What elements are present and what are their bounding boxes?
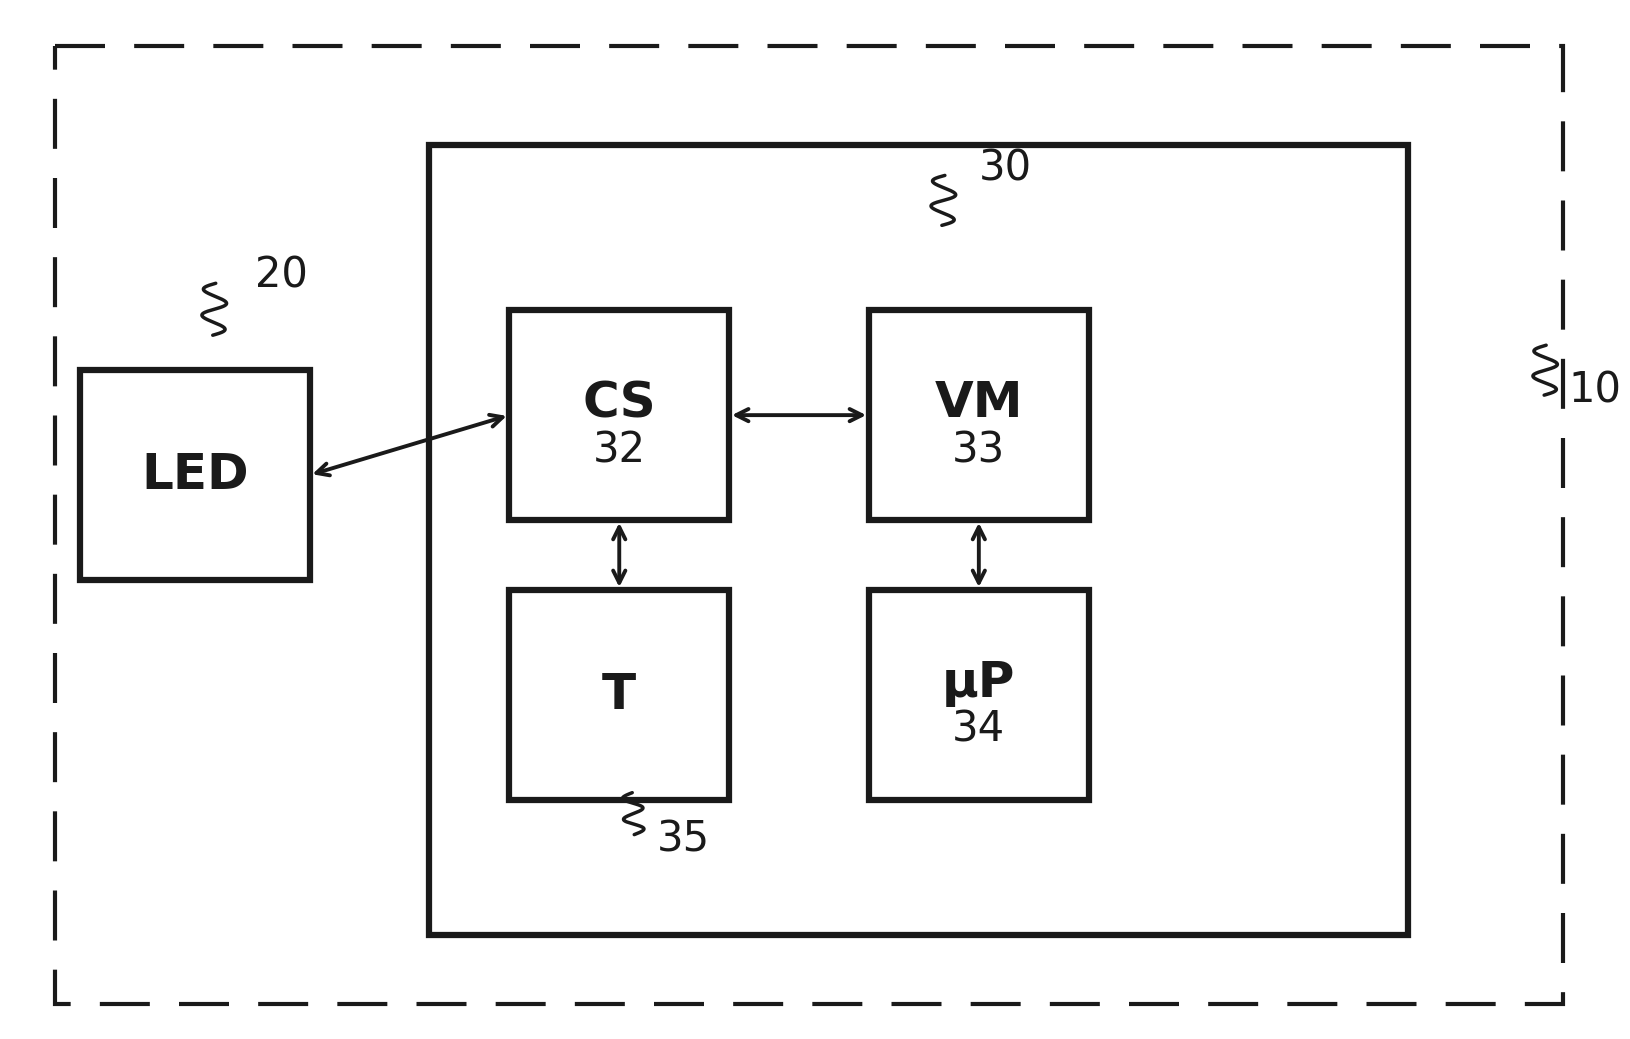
Bar [80, 370, 310, 580]
Text: 32: 32 [592, 429, 645, 471]
Text: 10: 10 [1566, 369, 1620, 411]
Text: 30: 30 [978, 148, 1032, 189]
Bar [429, 145, 1407, 934]
Bar [869, 590, 1089, 800]
Bar [509, 590, 729, 800]
Text: 33: 33 [952, 429, 1004, 471]
Text: LED: LED [140, 451, 248, 499]
Text: μP: μP [942, 659, 1015, 707]
Bar [509, 311, 729, 520]
Text: 35: 35 [657, 819, 711, 860]
Text: 20: 20 [254, 255, 308, 296]
Text: VM: VM [934, 379, 1022, 427]
Text: 34: 34 [952, 709, 1004, 751]
Text: T: T [601, 671, 636, 719]
Bar [869, 311, 1089, 520]
Text: CS: CS [582, 379, 655, 427]
